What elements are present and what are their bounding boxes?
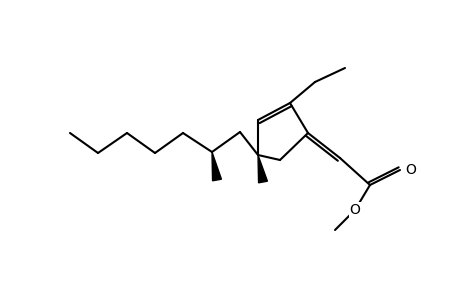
Polygon shape (212, 152, 221, 181)
Text: O: O (404, 163, 415, 177)
Text: O: O (349, 203, 360, 217)
Polygon shape (257, 155, 267, 183)
